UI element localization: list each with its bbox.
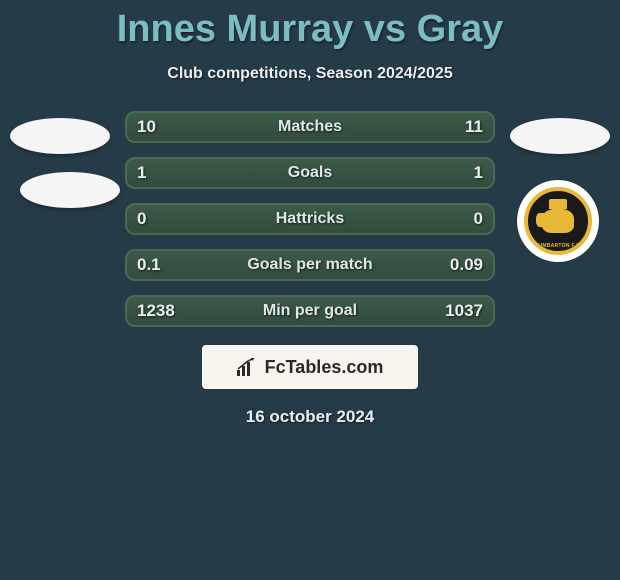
stat-bar: Goals per match <box>125 249 495 281</box>
stat-label: Hattricks <box>276 210 344 228</box>
stat-bar: Hattricks <box>125 203 495 235</box>
castle-icon <box>549 199 567 209</box>
stat-value-left: 0.1 <box>137 255 161 275</box>
left-badge-slot-1 <box>10 118 110 154</box>
stat-label: Goals per match <box>247 256 372 274</box>
stat-value-left: 0 <box>137 209 146 229</box>
stat-value-left: 1238 <box>137 301 175 321</box>
stat-label: Goals <box>288 164 332 182</box>
stat-value-left: 1 <box>137 163 146 183</box>
stat-value-right: 11 <box>465 117 483 137</box>
left-badge-slot-2 <box>20 172 120 208</box>
stat-row: Min per goal 1238 1037 <box>125 295 495 327</box>
branding-label: FcTables.com <box>265 357 384 378</box>
stat-value-right: 1037 <box>445 301 483 321</box>
stat-bar: Goals <box>125 157 495 189</box>
page-subtitle: Club competitions, Season 2024/2025 <box>0 65 620 83</box>
stat-row: Hattricks 0 0 <box>125 203 495 235</box>
stat-value-left: 10 <box>137 117 156 137</box>
elephant-icon <box>542 209 574 233</box>
stat-label: Matches <box>278 118 342 136</box>
branding-box[interactable]: FcTables.com <box>202 345 418 389</box>
crest-inner: DUMBARTON F.C. <box>524 187 592 255</box>
stat-label: Min per goal <box>263 302 357 320</box>
club-crest: DUMBARTON F.C. <box>517 180 599 262</box>
chart-icon <box>237 358 259 376</box>
stat-value-right: 0.09 <box>450 255 483 275</box>
stat-row: Goals 1 1 <box>125 157 495 189</box>
stat-row: Matches 10 11 <box>125 111 495 143</box>
right-badge-slot <box>510 118 610 154</box>
stat-value-right: 0 <box>474 209 483 229</box>
crest-text: DUMBARTON F.C. <box>528 243 588 249</box>
stat-value-right: 1 <box>474 163 483 183</box>
stat-row: Goals per match 0.1 0.09 <box>125 249 495 281</box>
stat-bar: Min per goal <box>125 295 495 327</box>
stat-bar: Matches <box>125 111 495 143</box>
date-label: 16 october 2024 <box>0 407 620 427</box>
page-title: Innes Murray vs Gray <box>0 0 620 51</box>
